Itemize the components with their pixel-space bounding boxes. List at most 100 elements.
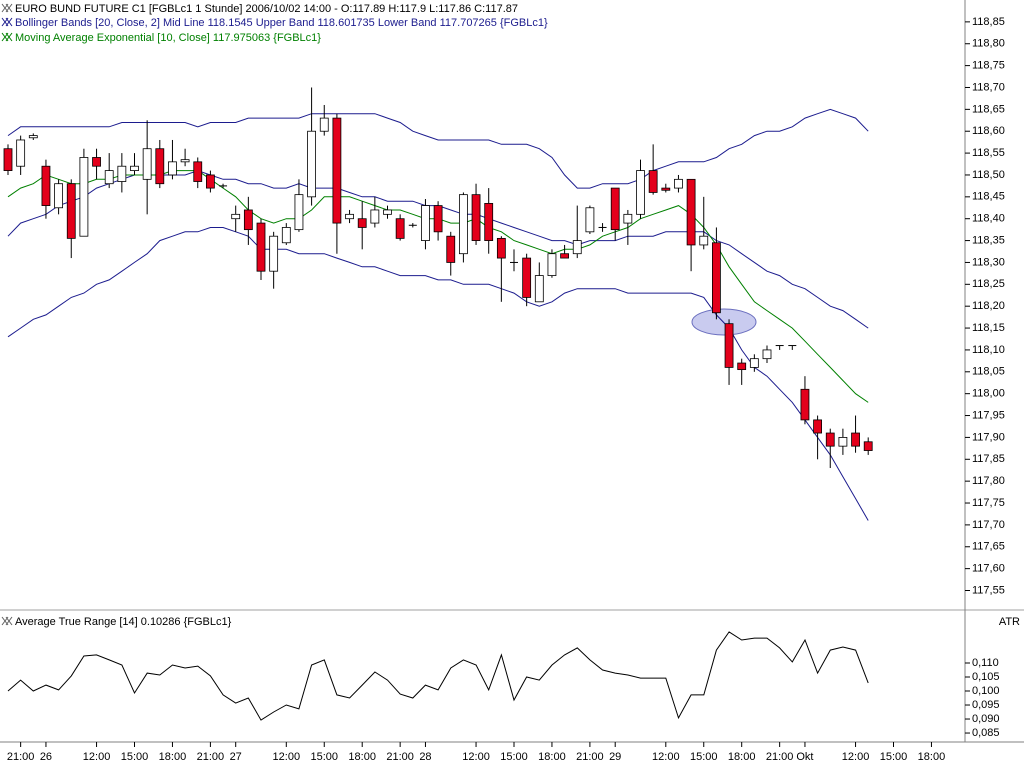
- candle-body: [92, 157, 101, 167]
- x-tick-label: 12:00: [652, 751, 680, 763]
- x-tick-label: 26: [40, 751, 52, 763]
- y-tick-label: 118,55: [972, 147, 1005, 159]
- candle-body: [168, 161, 177, 176]
- candle-body: [623, 213, 633, 224]
- candle-body: [307, 130, 317, 198]
- x-tick-label: 21:00: [197, 751, 225, 763]
- candle-body: [471, 194, 481, 241]
- y-tick-label: 118,25: [972, 278, 1005, 290]
- candle-body: [3, 148, 13, 171]
- atr-title: Average True Range [14] 0.10286 {FGBLc1}: [15, 616, 232, 628]
- candle-body: [496, 237, 506, 259]
- candle-body: [142, 148, 152, 180]
- x-tick-label: 21:00: [766, 751, 794, 763]
- y-tick-label: 118,30: [972, 256, 1005, 268]
- y-tick-label: 118,10: [972, 344, 1005, 356]
- candle-body: [724, 323, 734, 368]
- candle-body: [104, 170, 114, 185]
- y-tick-label: 117,70: [972, 519, 1005, 531]
- candle-body: [370, 209, 380, 224]
- candle-body: [395, 218, 405, 239]
- y-tick-label: 118,15: [972, 322, 1005, 334]
- y-tick-label: 117,95: [972, 409, 1005, 421]
- y-tick-label: 117,85: [972, 453, 1005, 465]
- candle-body: [648, 170, 658, 193]
- candle-body: [66, 183, 76, 239]
- legend-bollinger: Bollinger Bands [20, Close, 2] Mid Line …: [15, 17, 548, 29]
- y-tick-label: 117,90: [972, 431, 1005, 443]
- candle-body: [636, 170, 645, 215]
- y-tick-label: 0,095: [972, 699, 1000, 711]
- candle-body: [547, 253, 557, 276]
- candle-body: [838, 437, 848, 447]
- x-tick-label: 15:00: [310, 751, 338, 763]
- x-tick-label: 21:00: [7, 751, 35, 763]
- candle-body: [345, 213, 354, 220]
- candle-body: [357, 218, 367, 228]
- legend-icon: [1, 3, 13, 626]
- x-tick-label: Okt: [796, 751, 813, 763]
- candle-body: [737, 362, 747, 371]
- candle-body: [130, 165, 139, 171]
- candle-body: [205, 174, 215, 189]
- candle-body: [383, 209, 392, 215]
- candle-body: [79, 157, 89, 237]
- x-tick-label: 15:00: [121, 751, 149, 763]
- candle-body: [117, 165, 127, 182]
- candle-body: [572, 240, 582, 255]
- y-tick-label: 0,090: [972, 713, 1000, 725]
- x-tick-label: 15:00: [880, 751, 908, 763]
- candle-body: [446, 235, 456, 263]
- x-tick-label: 28: [419, 751, 431, 763]
- candle-body: [712, 242, 721, 314]
- atr-axis-label: ATR: [999, 616, 1020, 628]
- candle-body: [155, 148, 165, 185]
- candle-body: [762, 349, 772, 360]
- y-tick-label: 118,75: [972, 60, 1005, 72]
- candle-body: [269, 235, 279, 272]
- x-tick-label: 18:00: [728, 751, 756, 763]
- candle-body: [41, 165, 51, 206]
- x-tick-label: 12:00: [83, 751, 111, 763]
- candle-body: [256, 222, 266, 272]
- candle-body: [522, 257, 532, 298]
- candle-body: [863, 441, 873, 451]
- y-tick-label: 117,60: [972, 563, 1005, 575]
- y-tick-label: 0,085: [972, 727, 1000, 739]
- candle-body: [825, 432, 835, 447]
- candle-body: [851, 432, 860, 447]
- y-tick-label: 118,60: [972, 125, 1005, 137]
- legend-ema: Moving Average Exponential [10, Close] 1…: [15, 32, 321, 44]
- x-tick-label: 21:00: [386, 751, 414, 763]
- y-tick-label: 118,05: [972, 366, 1005, 378]
- candle-body: [534, 275, 544, 303]
- highlight-ellipse: [691, 308, 757, 336]
- candle-body: [661, 187, 671, 191]
- candle-body: [585, 207, 595, 233]
- candle-body: [686, 178, 696, 246]
- y-tick-label: 118,40: [972, 213, 1005, 225]
- atr-line: [7, 631, 869, 721]
- y-tick-label: 118,20: [972, 300, 1005, 312]
- candle-body: [749, 358, 759, 368]
- chart-title: EURO BUND FUTURE C1 [FGBLc1 1 Stunde] 20…: [15, 3, 518, 15]
- x-tick-label: 12:00: [842, 751, 870, 763]
- candle-body: [421, 205, 430, 241]
- x-tick-label: 12:00: [273, 751, 301, 763]
- y-tick-label: 117,55: [972, 584, 1005, 596]
- candle-body: [16, 139, 26, 167]
- y-tick-label: 118,00: [972, 388, 1005, 400]
- x-tick-label: 12:00: [462, 751, 490, 763]
- x-tick-label: 21:00: [576, 751, 604, 763]
- indicator-line: [7, 108, 869, 189]
- x-tick-label: 18:00: [348, 751, 376, 763]
- candle-body: [319, 117, 329, 132]
- candle-body: [674, 178, 683, 189]
- y-tick-label: 118,45: [972, 191, 1005, 203]
- x-tick-label: 15:00: [500, 751, 528, 763]
- candle-body: [433, 205, 443, 233]
- candle-body: [54, 183, 63, 209]
- candle-body: [180, 159, 190, 163]
